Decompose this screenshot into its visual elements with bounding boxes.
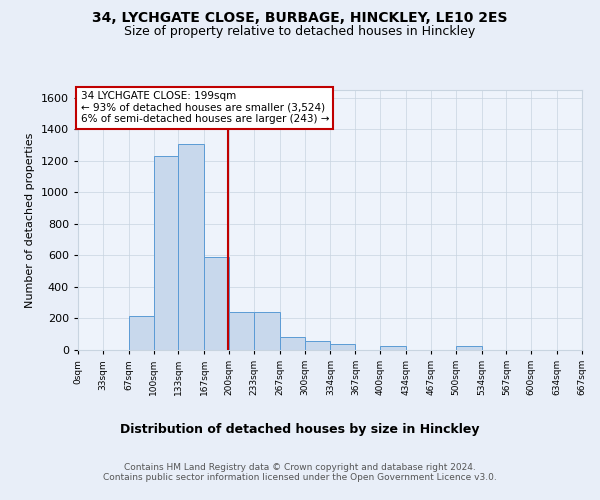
Text: Size of property relative to detached houses in Hinckley: Size of property relative to detached ho… xyxy=(124,25,476,38)
Bar xyxy=(280,338,305,350)
Bar xyxy=(254,312,280,350)
Y-axis label: Number of detached properties: Number of detached properties xyxy=(25,132,35,308)
Bar xyxy=(331,344,355,350)
Text: 34 LYCHGATE CLOSE: 199sqm
← 93% of detached houses are smaller (3,524)
6% of sem: 34 LYCHGATE CLOSE: 199sqm ← 93% of detac… xyxy=(80,92,329,124)
Bar xyxy=(154,156,178,350)
Bar xyxy=(178,144,204,350)
Bar xyxy=(128,316,154,350)
Bar xyxy=(204,257,229,350)
Bar xyxy=(229,312,254,350)
Text: Contains HM Land Registry data © Crown copyright and database right 2024.
Contai: Contains HM Land Registry data © Crown c… xyxy=(103,462,497,482)
Text: 34, LYCHGATE CLOSE, BURBAGE, HINCKLEY, LE10 2ES: 34, LYCHGATE CLOSE, BURBAGE, HINCKLEY, L… xyxy=(92,11,508,25)
Bar xyxy=(380,346,406,350)
Bar xyxy=(305,342,331,350)
Bar xyxy=(456,346,482,350)
Text: Distribution of detached houses by size in Hinckley: Distribution of detached houses by size … xyxy=(120,422,480,436)
